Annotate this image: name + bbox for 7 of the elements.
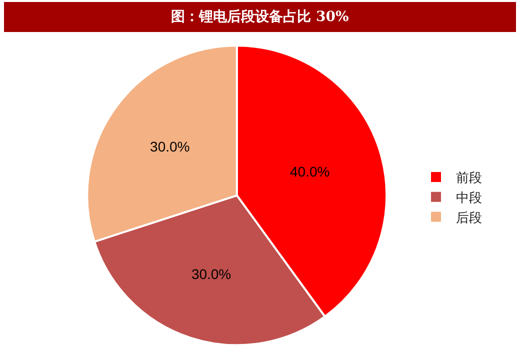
- data-label: 40.0%: [290, 164, 330, 180]
- data-label: 30.0%: [150, 138, 190, 155]
- data-label: 30.0%: [191, 266, 232, 282]
- legend-label: 前段: [456, 171, 482, 186]
- legend-label: 后段: [456, 210, 482, 226]
- chart-title: 图：锂电后段设备占比 30%: [4, 2, 516, 32]
- legend-label: 中段: [456, 190, 482, 206]
